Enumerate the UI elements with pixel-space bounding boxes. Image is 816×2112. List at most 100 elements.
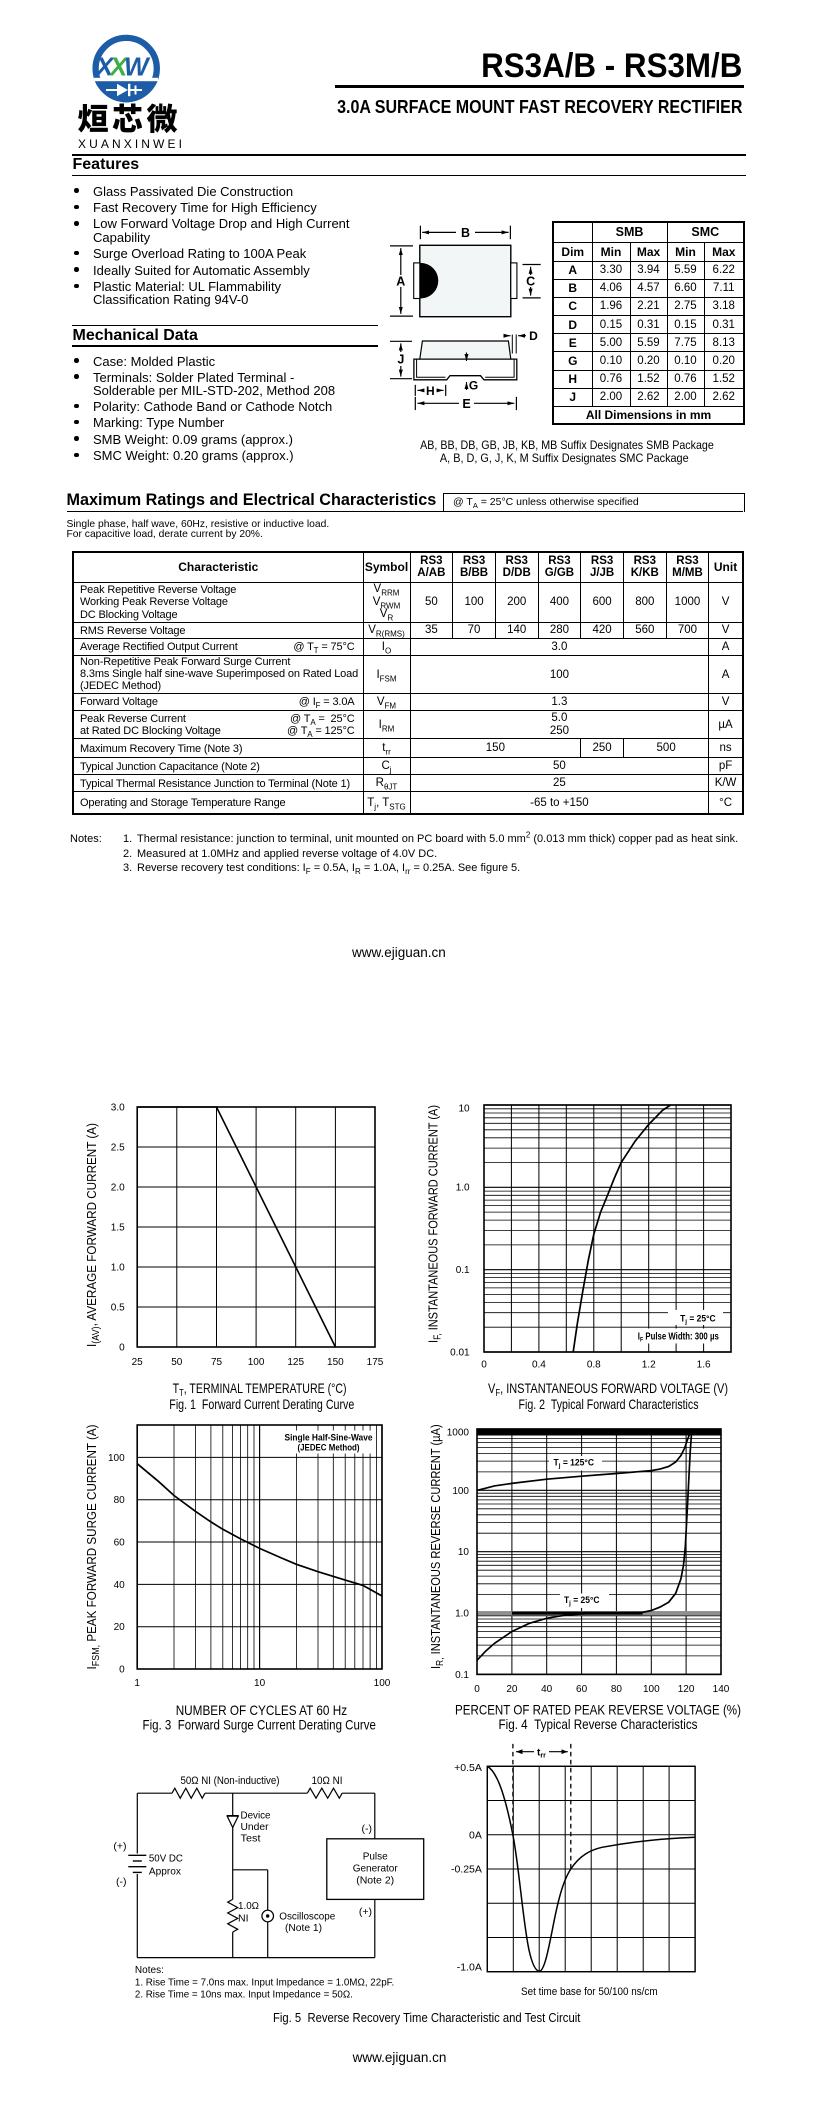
svg-text:100: 100 xyxy=(374,1678,391,1689)
svg-text:0: 0 xyxy=(119,1664,125,1675)
svg-text:0.01: 0.01 xyxy=(450,1347,470,1358)
svg-text:1.0: 1.0 xyxy=(111,1262,125,1273)
svg-text:1: 1 xyxy=(134,1678,140,1689)
svg-text:G: G xyxy=(469,379,478,393)
svg-text:Notes:: Notes: xyxy=(135,1964,164,1976)
svg-text:40: 40 xyxy=(541,1684,553,1695)
svg-text:1.6: 1.6 xyxy=(697,1360,711,1371)
svg-text:3.0: 3.0 xyxy=(111,1102,125,1113)
svg-text:trr: trr xyxy=(537,1747,546,1759)
svg-text:Fig. 2 Typical Forward Charac: Fig. 2 Typical Forward Characteristics xyxy=(519,1396,699,1412)
svg-text:10: 10 xyxy=(458,1547,470,1558)
svg-text:0.1: 0.1 xyxy=(456,1265,470,1276)
svg-text:1.5: 1.5 xyxy=(111,1222,125,1233)
svg-text:0A: 0A xyxy=(469,1829,482,1841)
svg-text:1000: 1000 xyxy=(447,1428,470,1439)
svg-text:150: 150 xyxy=(327,1357,344,1368)
svg-text:Pulse: Pulse xyxy=(363,1851,388,1863)
svg-text:120: 120 xyxy=(678,1684,695,1695)
svg-text:10: 10 xyxy=(254,1678,266,1689)
svg-text:Fig. 4 Typical Reverse Charac: Fig. 4 Typical Reverse Characteristics xyxy=(499,1716,698,1732)
svg-text:-0.25A: -0.25A xyxy=(451,1863,482,1875)
svg-text:20: 20 xyxy=(114,1622,126,1633)
svg-text:IF Pulse Width: 300 µs: IF Pulse Width: 300 µs xyxy=(638,1331,719,1343)
svg-text:100: 100 xyxy=(643,1684,660,1695)
svg-text:Fig. 3 Forward Surge Current: Fig. 3 Forward Surge Current Derating Cu… xyxy=(143,1716,376,1732)
svg-text:VF, INSTANTANEOUS FORWARD VOLT: VF, INSTANTANEOUS FORWARD VOLTAGE (V) xyxy=(488,1380,728,1399)
svg-text:2.5: 2.5 xyxy=(111,1142,125,1153)
svg-text:Single Half-Sine-Wave: Single Half-Sine-Wave xyxy=(285,1433,373,1444)
svg-text:Approx: Approx xyxy=(149,1866,182,1878)
svg-text:1.2: 1.2 xyxy=(642,1360,656,1371)
svg-text:Test: Test xyxy=(241,1833,261,1845)
svg-text:25: 25 xyxy=(132,1357,144,1368)
svg-text:Tj = 25°C: Tj = 25°C xyxy=(564,1595,600,1607)
svg-text:50Ω NI (Non-inductive): 50Ω NI (Non-inductive) xyxy=(181,1775,280,1787)
svg-text:NUMBER OF CYCLES AT 60 Hz: NUMBER OF CYCLES AT 60 Hz xyxy=(176,1702,347,1718)
svg-text:Under: Under xyxy=(241,1821,269,1833)
svg-text:125: 125 xyxy=(287,1357,304,1368)
svg-text:IF, INSTANTANEOUS FORWARD CURR: IF, INSTANTANEOUS FORWARD CURRENT (A) xyxy=(426,1105,444,1343)
svg-text:IFSM, PEAK FORWARD SURGE CURRE: IFSM, PEAK FORWARD SURGE CURRENT (A) xyxy=(84,1425,102,1670)
svg-text:PERCENT OF RATED PEAK REVERSE: PERCENT OF RATED PEAK REVERSE VOLTAGE (%… xyxy=(455,1701,741,1717)
svg-text:Device: Device xyxy=(241,1810,271,1822)
svg-text:140: 140 xyxy=(713,1684,730,1695)
svg-text:1.0: 1.0 xyxy=(456,1183,470,1194)
svg-text:40: 40 xyxy=(114,1580,126,1591)
svg-text:100: 100 xyxy=(452,1486,469,1497)
svg-text:X: X xyxy=(108,52,129,82)
svg-text:2.0: 2.0 xyxy=(111,1182,125,1193)
svg-text:Tj = 25°C: Tj = 25°C xyxy=(680,1313,716,1325)
svg-text:50V DC: 50V DC xyxy=(149,1853,183,1865)
svg-text:1.0: 1.0 xyxy=(455,1609,469,1620)
svg-text:I(AV), AVERAGE FORWARD CURRENT: I(AV), AVERAGE FORWARD CURRENT (A) xyxy=(84,1123,102,1347)
svg-text:Fig. 1 Forward Current Derati: Fig. 1 Forward Current Derating Curve xyxy=(169,1396,354,1412)
svg-text:+0.5A: +0.5A xyxy=(454,1762,482,1774)
svg-text:H: H xyxy=(426,384,435,398)
svg-text:60: 60 xyxy=(576,1684,588,1695)
svg-text:IR, INSTANTANEOUS REVERSE CURR: IR, INSTANTANEOUS REVERSE CURRENT (µA) xyxy=(428,1424,446,1669)
svg-text:Tj = 125°C: Tj = 125°C xyxy=(554,1457,595,1469)
svg-text:A: A xyxy=(396,274,405,288)
svg-text:0: 0 xyxy=(119,1342,125,1353)
svg-text:0: 0 xyxy=(481,1360,487,1371)
svg-text:0.1: 0.1 xyxy=(455,1670,469,1681)
svg-text:B: B xyxy=(461,226,470,240)
svg-text:J: J xyxy=(397,352,404,366)
svg-text:0: 0 xyxy=(474,1684,480,1695)
svg-text:80: 80 xyxy=(611,1684,623,1695)
svg-text:100: 100 xyxy=(248,1357,265,1368)
svg-text:-1.0A: -1.0A xyxy=(457,1962,482,1974)
svg-text:X: X xyxy=(94,52,115,82)
svg-text:10Ω NI: 10Ω NI xyxy=(312,1775,343,1787)
svg-text:NI: NI xyxy=(238,1913,249,1925)
svg-text:(+): (+) xyxy=(113,1841,126,1853)
svg-text:75: 75 xyxy=(211,1357,223,1368)
svg-text:20: 20 xyxy=(506,1684,518,1695)
svg-text:TT, TERMINAL TEMPERATURE (°C): TT, TERMINAL TEMPERATURE (°C) xyxy=(173,1380,347,1399)
svg-text:E: E xyxy=(462,397,470,411)
svg-text:(Note 1): (Note 1) xyxy=(285,1922,322,1934)
svg-text:W: W xyxy=(124,52,151,82)
svg-text:50: 50 xyxy=(171,1357,183,1368)
svg-text:0.4: 0.4 xyxy=(532,1360,546,1371)
svg-text:Generator: Generator xyxy=(353,1863,398,1875)
svg-text:Oscilloscope: Oscilloscope xyxy=(279,1910,335,1922)
svg-text:(+): (+) xyxy=(359,1906,372,1918)
svg-text:80: 80 xyxy=(114,1495,126,1506)
svg-text:C: C xyxy=(526,274,535,288)
svg-text:2. Rise Time = 10ns max. Input: 2. Rise Time = 10ns max. Input Impedance… xyxy=(135,1988,353,2000)
svg-text:(-): (-) xyxy=(362,1823,373,1835)
svg-text:0.5: 0.5 xyxy=(111,1302,125,1313)
svg-text:100: 100 xyxy=(108,1453,125,1464)
svg-text:D: D xyxy=(529,329,538,343)
svg-text:Set time base for 50/100 ns/cm: Set time base for 50/100 ns/cm xyxy=(521,1986,658,1998)
svg-text:60: 60 xyxy=(114,1537,126,1548)
svg-text:1.0Ω: 1.0Ω xyxy=(238,1900,259,1912)
svg-text:1. Rise Time = 7.0ns max. Inpu: 1. Rise Time = 7.0ns max. Input Impedanc… xyxy=(135,1976,394,1988)
svg-text:(-): (-) xyxy=(116,1876,127,1888)
svg-text:0.8: 0.8 xyxy=(587,1360,601,1371)
svg-text:175: 175 xyxy=(367,1357,384,1368)
svg-text:10: 10 xyxy=(458,1104,470,1115)
svg-text:(JEDEC Method): (JEDEC Method) xyxy=(298,1443,360,1454)
